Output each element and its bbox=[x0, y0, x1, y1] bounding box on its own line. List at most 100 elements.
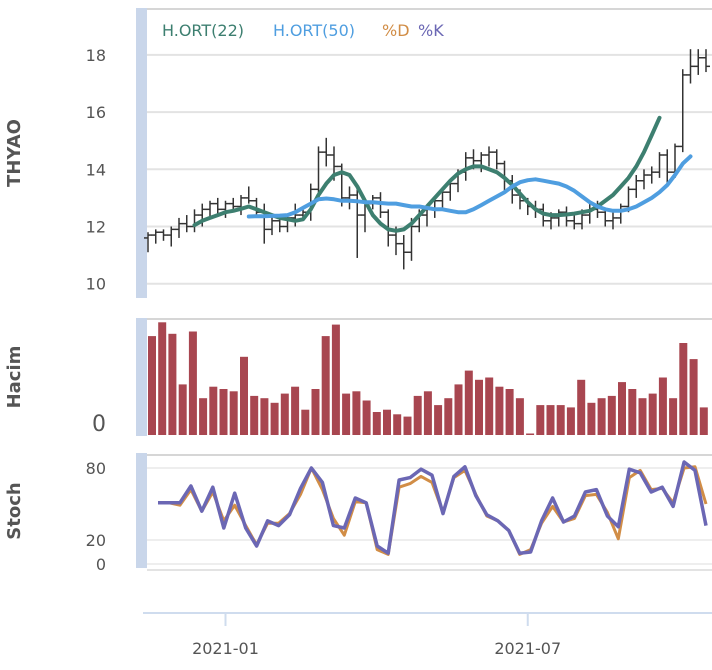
volume-bar bbox=[577, 379, 586, 435]
price-ytick-label: 16 bbox=[86, 103, 106, 122]
volume-bar bbox=[536, 405, 545, 435]
ohlc-bar bbox=[585, 203, 594, 224]
stoch-ytick-label: 20 bbox=[86, 531, 106, 550]
ohlc-bar bbox=[322, 137, 331, 167]
volume-bar bbox=[628, 389, 637, 435]
volume-bar bbox=[679, 343, 688, 435]
volume-bar bbox=[291, 386, 300, 435]
ohlc-bar bbox=[206, 200, 214, 218]
volume-bar bbox=[699, 407, 708, 435]
ohlc-bar bbox=[632, 175, 641, 198]
volume-bar bbox=[505, 389, 514, 435]
stoch-ylabel: Stoch bbox=[4, 482, 25, 539]
volume-bar bbox=[485, 377, 494, 435]
volume-bar bbox=[270, 402, 279, 435]
volume-bar bbox=[301, 409, 310, 435]
volume-bar bbox=[372, 412, 381, 435]
price-ylabel: THYAO bbox=[4, 119, 25, 187]
legend-item-ma22[interactable]: H.ORT(22) bbox=[162, 21, 244, 40]
volume-bar bbox=[454, 384, 463, 435]
volume-bar bbox=[240, 356, 248, 435]
volume-bar bbox=[546, 405, 555, 435]
ytick-layer: 10 12 14 16 18 0 0 20 80 bbox=[86, 46, 106, 574]
price-ytick-label: 18 bbox=[86, 46, 106, 65]
volume-bar bbox=[168, 333, 177, 435]
stoch-ytick-label: 0 bbox=[96, 555, 106, 574]
ohlc-bar bbox=[477, 152, 486, 173]
volume-bar bbox=[475, 379, 483, 435]
x-tick-label: 2021-01 bbox=[192, 639, 259, 658]
volume-bar bbox=[209, 386, 218, 435]
ohlc-bar bbox=[640, 169, 648, 190]
volume-bar bbox=[178, 384, 187, 435]
price-ytick-label: 10 bbox=[86, 275, 106, 294]
volume-bar bbox=[658, 377, 667, 435]
legend-item-ma50[interactable]: H.ORT(50) bbox=[273, 21, 355, 40]
legend-item-stoch-k[interactable]: %K bbox=[418, 21, 444, 40]
stoch-k-line bbox=[158, 460, 708, 555]
volume-bar bbox=[566, 407, 575, 435]
volume-bar bbox=[587, 402, 596, 435]
volume-bar bbox=[383, 409, 391, 435]
ohlc-bar bbox=[438, 189, 447, 210]
volume-bar bbox=[199, 398, 208, 435]
ohlc-bar bbox=[345, 186, 354, 210]
ohlc-bar bbox=[237, 195, 245, 216]
volume-bar bbox=[669, 398, 678, 435]
ohlc-bar bbox=[314, 146, 323, 198]
volume-bar bbox=[342, 393, 351, 435]
volume-bar bbox=[689, 359, 698, 435]
volume-bar bbox=[188, 331, 197, 435]
volume-ytick-label: 0 bbox=[92, 412, 106, 437]
ohlc-bar bbox=[655, 152, 664, 178]
volume-bar bbox=[250, 395, 259, 435]
ohlc-layer bbox=[144, 49, 710, 270]
ma-layer bbox=[192, 115, 693, 233]
volume-bar bbox=[321, 336, 330, 435]
ma-line-50 bbox=[246, 154, 693, 219]
ohlc-bar bbox=[268, 215, 276, 236]
ohlc-bar bbox=[492, 149, 501, 170]
volume-layer bbox=[148, 322, 708, 435]
volume-bar bbox=[526, 433, 535, 435]
volume-bar bbox=[618, 382, 626, 435]
volume-bar bbox=[638, 398, 647, 435]
ohlc-bar bbox=[175, 217, 183, 238]
ohlc-bar bbox=[616, 203, 625, 224]
ohlc-bar bbox=[399, 235, 408, 270]
volume-bar bbox=[280, 393, 289, 435]
volume-bar bbox=[311, 389, 320, 435]
ohlc-bar bbox=[609, 212, 617, 230]
ohlc-bar bbox=[554, 209, 563, 227]
ohlc-bar bbox=[144, 232, 152, 253]
volume-panel-sidebar bbox=[136, 318, 147, 436]
ohlc-bar bbox=[647, 166, 656, 184]
ohlc-bar bbox=[485, 146, 493, 167]
price-ytick-label: 14 bbox=[86, 160, 106, 179]
ohlc-bar bbox=[694, 49, 703, 75]
ohlc-bar bbox=[151, 229, 160, 244]
legend-item-stoch-d[interactable]: %D bbox=[382, 21, 410, 40]
volume-bar bbox=[495, 386, 504, 435]
volume-bar bbox=[403, 416, 412, 435]
stoch-ytick-label: 80 bbox=[86, 459, 106, 478]
stoch-panel-sidebar bbox=[136, 453, 147, 568]
volume-bar bbox=[229, 391, 238, 435]
ohlc-bar bbox=[159, 229, 168, 241]
ohlc-bar bbox=[678, 69, 687, 153]
ohlc-bar bbox=[663, 149, 672, 184]
volume-bar bbox=[260, 398, 269, 435]
volume-bar bbox=[393, 414, 402, 435]
volume-ylabel: Hacim bbox=[4, 346, 25, 409]
xtick-layer: 2021-01 2021-07 bbox=[192, 613, 561, 658]
ohlc-bar bbox=[702, 49, 710, 73]
ohlc-bar bbox=[446, 180, 455, 201]
x-tick-label: 2021-07 bbox=[494, 639, 561, 658]
volume-bar bbox=[148, 336, 156, 435]
ohlc-bar bbox=[190, 209, 199, 233]
volume-bar bbox=[515, 398, 524, 435]
volume-bar bbox=[648, 393, 657, 435]
ohlc-bar bbox=[244, 186, 253, 204]
